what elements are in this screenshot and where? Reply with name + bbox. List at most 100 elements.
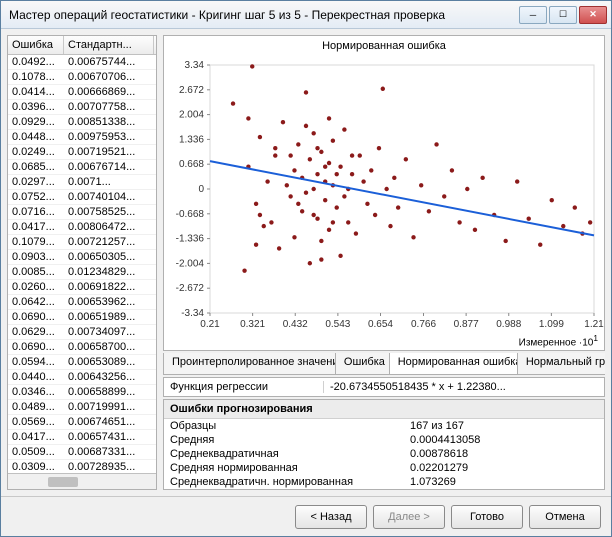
table-row[interactable]: 0.0414...0.00666869... — [8, 85, 156, 100]
cell-std: 0.00975953... — [64, 130, 154, 144]
maximize-button[interactable]: ☐ — [549, 6, 577, 24]
table-row[interactable]: 0.0752...0.00740104... — [8, 190, 156, 205]
cell-error: 0.0716... — [8, 205, 64, 219]
chart-tabs: Проинтерполированное значениеОшибкаНорми… — [163, 353, 605, 375]
cell-std: 0.00721257... — [64, 235, 154, 249]
tab-3[interactable]: Нормальный гр — [517, 353, 605, 375]
cell-error: 0.0492... — [8, 55, 64, 69]
stats-header: Ошибки прогнозирования — [164, 400, 604, 419]
cell-std: 0.00643256... — [64, 370, 154, 384]
cell-error: 0.0417... — [8, 430, 64, 444]
svg-text:0.988: 0.988 — [496, 319, 521, 330]
cell-error: 0.0929... — [8, 115, 64, 129]
minimize-button[interactable]: ─ — [519, 6, 547, 24]
table-row[interactable]: 0.0690...0.00658700... — [8, 340, 156, 355]
table-row[interactable]: 0.0440...0.00643256... — [8, 370, 156, 385]
cell-std: 0.00691822... — [64, 280, 154, 294]
stats-row: Среднеквадратичная0.00878618 — [164, 447, 604, 461]
table-row[interactable]: 0.0569...0.00674651... — [8, 415, 156, 430]
table-row[interactable]: 0.0929...0.00851338... — [8, 115, 156, 130]
cell-error: 0.0448... — [8, 130, 64, 144]
cell-error: 0.0690... — [8, 310, 64, 324]
stats-value: 0.02201279 — [410, 462, 598, 474]
table-row[interactable]: 0.0492...0.00675744... — [8, 55, 156, 70]
close-button[interactable]: ✕ — [579, 6, 607, 24]
table-row[interactable]: 0.0417...0.00806472... — [8, 220, 156, 235]
chart-area: Нормированная ошибка -3.34-2.672-2.004-1… — [163, 35, 605, 351]
table-row[interactable]: 0.0249...0.00719521... — [8, 145, 156, 160]
table-row[interactable]: 0.0716...0.00758525... — [8, 205, 156, 220]
svg-text:-2.672: -2.672 — [176, 283, 205, 294]
cell-std: 0.01234829... — [64, 265, 154, 279]
svg-text:0.766: 0.766 — [411, 319, 436, 330]
cell-error: 0.1079... — [8, 235, 64, 249]
stats-value: 1.073269 — [410, 476, 598, 488]
regression-value: -20.6734550518435 * x + 1.22380... — [324, 381, 604, 393]
scroll-thumb[interactable] — [48, 477, 78, 487]
tab-1[interactable]: Ошибка — [335, 353, 390, 375]
cell-std: 0.00719521... — [64, 145, 154, 159]
content-area: Ошибка Стандартн... 0.0492...0.00675744.… — [1, 29, 611, 496]
svg-text:-3.34: -3.34 — [181, 308, 204, 319]
cell-error: 0.0489... — [8, 400, 64, 414]
cell-error: 0.0509... — [8, 445, 64, 459]
titlebar[interactable]: Мастер операций геостатистики - Кригинг … — [1, 1, 611, 29]
svg-text:0.543: 0.543 — [325, 319, 350, 330]
table-row[interactable]: 0.0346...0.00658899... — [8, 385, 156, 400]
grid-body[interactable]: 0.0492...0.00675744...0.1078...0.0067070… — [8, 55, 156, 473]
cell-error: 0.0260... — [8, 280, 64, 294]
tab-0[interactable]: Проинтерполированное значение — [163, 353, 336, 375]
cell-error: 0.0685... — [8, 160, 64, 174]
table-row[interactable]: 0.0417...0.00657431... — [8, 430, 156, 445]
table-row[interactable]: 0.0297...0.0071... — [8, 175, 156, 190]
cell-std: 0.00653962... — [64, 295, 154, 309]
cell-error: 0.0297... — [8, 175, 64, 189]
table-row[interactable]: 0.1078...0.00670706... — [8, 70, 156, 85]
cell-std: 0.00851338... — [64, 115, 154, 129]
table-row[interactable]: 0.1079...0.00721257... — [8, 235, 156, 250]
col-header-error[interactable]: Ошибка — [8, 36, 64, 54]
cell-error: 0.0594... — [8, 355, 64, 369]
window-title: Мастер операций геостатистики - Кригинг … — [9, 8, 519, 22]
cell-error: 0.0346... — [8, 385, 64, 399]
svg-text:2.004: 2.004 — [179, 110, 204, 121]
regression-label: Функция регрессии — [164, 381, 324, 393]
table-row[interactable]: 0.0594...0.00653089... — [8, 355, 156, 370]
col-header-std[interactable]: Стандартн... — [64, 36, 154, 54]
wizard-window: Мастер операций геостатистики - Кригинг … — [0, 0, 612, 537]
table-row[interactable]: 0.0448...0.00975953... — [8, 130, 156, 145]
back-button[interactable]: < Назад — [295, 505, 367, 529]
table-row[interactable]: 0.0690...0.00651989... — [8, 310, 156, 325]
table-row[interactable]: 0.0903...0.00650305... — [8, 250, 156, 265]
stats-row: Образцы167 из 167 — [164, 419, 604, 433]
chart-title: Нормированная ошибка — [322, 40, 446, 52]
cell-error: 0.0629... — [8, 325, 64, 339]
finish-button[interactable]: Готово — [451, 505, 523, 529]
table-row[interactable]: 0.0489...0.00719991... — [8, 400, 156, 415]
table-row[interactable]: 0.0309...0.00728935... — [8, 460, 156, 473]
cell-std: 0.00740104... — [64, 190, 154, 204]
svg-text:0.877: 0.877 — [454, 319, 479, 330]
table-row[interactable]: 0.0260...0.00691822... — [8, 280, 156, 295]
cancel-button[interactable]: Отмена — [529, 505, 601, 529]
table-row[interactable]: 0.0509...0.00687331... — [8, 445, 156, 460]
cell-std: 0.00676714... — [64, 160, 154, 174]
grid-scrollbar-h[interactable] — [8, 473, 156, 489]
cell-std: 0.00758525... — [64, 205, 154, 219]
next-button: Далее > — [373, 505, 445, 529]
table-row[interactable]: 0.0685...0.00676714... — [8, 160, 156, 175]
svg-text:1.21: 1.21 — [584, 319, 604, 330]
tab-2[interactable]: Нормированная ошибка — [389, 353, 518, 375]
table-row[interactable]: 0.0396...0.00707758... — [8, 100, 156, 115]
stats-row: Средняя нормированная0.02201279 — [164, 461, 604, 475]
cell-error: 0.0085... — [8, 265, 64, 279]
stats-row: Среднеквадратичн. нормированная1.073269 — [164, 475, 604, 489]
cell-error: 0.0414... — [8, 85, 64, 99]
error-grid: Ошибка Стандартн... 0.0492...0.00675744.… — [7, 35, 157, 490]
cell-error: 0.1078... — [8, 70, 64, 84]
svg-text:0.668: 0.668 — [179, 159, 204, 170]
table-row[interactable]: 0.0642...0.00653962... — [8, 295, 156, 310]
wizard-footer: < Назад Далее > Готово Отмена — [1, 496, 611, 536]
table-row[interactable]: 0.0629...0.00734097... — [8, 325, 156, 340]
table-row[interactable]: 0.0085...0.01234829... — [8, 265, 156, 280]
